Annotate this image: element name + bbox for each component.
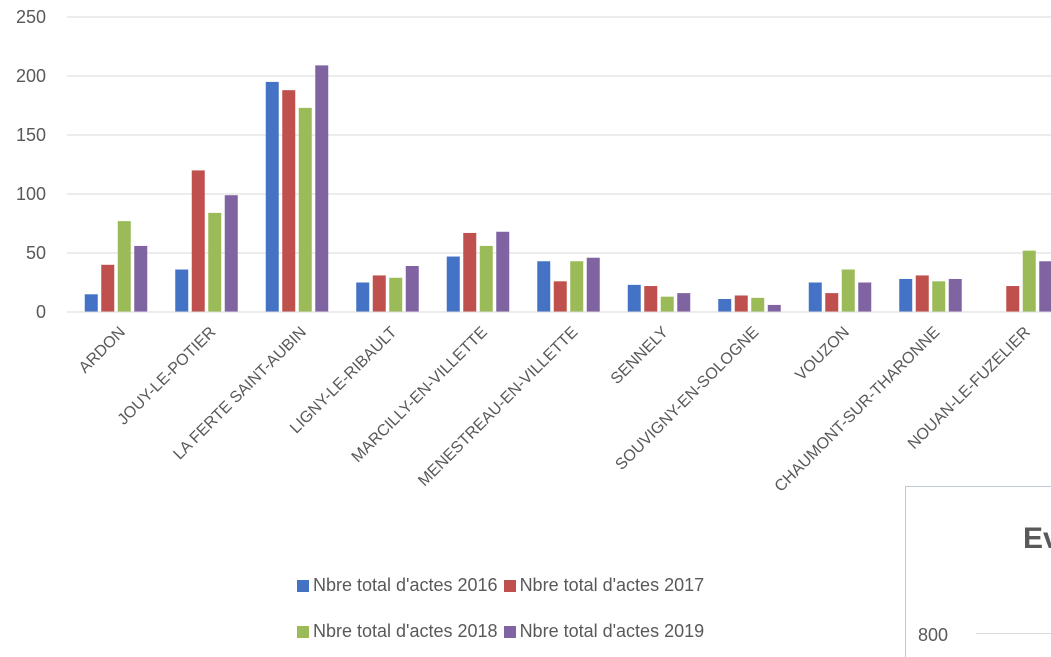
bar (751, 297, 765, 312)
bar (175, 269, 189, 312)
legend-row-2: Nbre total d'actes 2018 Nbre total d'act… (297, 621, 710, 642)
bar (1022, 250, 1036, 312)
bar (224, 195, 238, 312)
bar (627, 284, 641, 312)
y-tick-label: 200 (16, 66, 46, 86)
y-axis-ticks: 0 50 100 150 200 250 (16, 7, 46, 322)
bar (825, 293, 839, 312)
bar (84, 294, 98, 312)
bar (298, 107, 312, 312)
bar (586, 257, 600, 312)
bars (84, 65, 1051, 313)
legend-label-2018: Nbre total d'actes 2018 (313, 621, 498, 641)
bar (537, 261, 551, 312)
legend-item-2017: Nbre total d'actes 2017 (503, 575, 705, 596)
bar (570, 261, 584, 312)
bar (948, 278, 962, 312)
bar (191, 170, 205, 312)
legend-swatch-2018 (297, 625, 309, 638)
legend-item-2016: Nbre total d'actes 2016 (297, 575, 498, 596)
bar (372, 275, 386, 312)
bar (767, 304, 781, 312)
y-tick-label: 100 (16, 184, 46, 204)
inset-y-tick-label: 800 (918, 625, 949, 645)
category-label: MENESTREAU-EN-VILLETTE (415, 324, 581, 490)
inset-chart-title: Ev (1023, 522, 1051, 555)
bar (208, 212, 222, 312)
bar (644, 286, 658, 312)
bar (841, 269, 855, 312)
bar (101, 264, 115, 312)
legend-swatch-2019 (503, 625, 516, 638)
bar (932, 281, 946, 312)
inset-chart-panel: Ev 800 (905, 486, 1051, 657)
y-tick-label: 0 (36, 302, 46, 322)
y-tick-label: 50 (26, 243, 46, 263)
bar (446, 256, 460, 312)
bar (282, 90, 296, 312)
y-tick-label: 250 (16, 7, 46, 27)
bar (496, 231, 510, 312)
gridlines (67, 16, 1051, 254)
legend-row-1: Nbre total d'actes 2016 Nbre total d'act… (297, 575, 710, 596)
bar (479, 245, 493, 312)
category-label: ARDON (76, 324, 129, 377)
bar (1039, 261, 1051, 312)
bar (660, 296, 674, 312)
category-label: CHAUMONT-SUR-THARONNE (772, 324, 944, 496)
bar (315, 65, 329, 312)
bar (734, 295, 748, 312)
inset-gridline (976, 633, 1051, 634)
category-label: SOUVIGNY-EN-SOLOGNE (612, 324, 762, 474)
bar (117, 221, 131, 312)
bar (858, 282, 872, 312)
legend-swatch-2016 (297, 579, 309, 592)
bar (808, 282, 822, 312)
bar (463, 232, 477, 312)
category-label: JOUY-LE-POTIER (115, 324, 220, 429)
bar (389, 277, 403, 312)
bar (899, 278, 913, 312)
bar (265, 81, 279, 313)
bar (1006, 286, 1020, 312)
legend-item-2018: Nbre total d'actes 2018 (297, 621, 498, 642)
bar (718, 299, 732, 312)
bar (553, 281, 567, 312)
legend-item-2019: Nbre total d'actes 2019 (503, 621, 705, 642)
category-label: SENNELY (608, 324, 672, 388)
bar (134, 245, 148, 312)
legend-label-2019: Nbre total d'actes 2019 (519, 621, 705, 641)
legend-label-2017: Nbre total d'actes 2017 (519, 575, 705, 595)
category-label: VOUZON (792, 324, 852, 384)
legend-swatch-2017 (503, 579, 516, 592)
bar (915, 275, 929, 312)
bar (356, 282, 370, 312)
y-tick-label: 150 (16, 125, 46, 145)
legend-label-2016: Nbre total d'actes 2016 (313, 575, 498, 595)
bar (405, 265, 419, 312)
bar (677, 293, 691, 312)
